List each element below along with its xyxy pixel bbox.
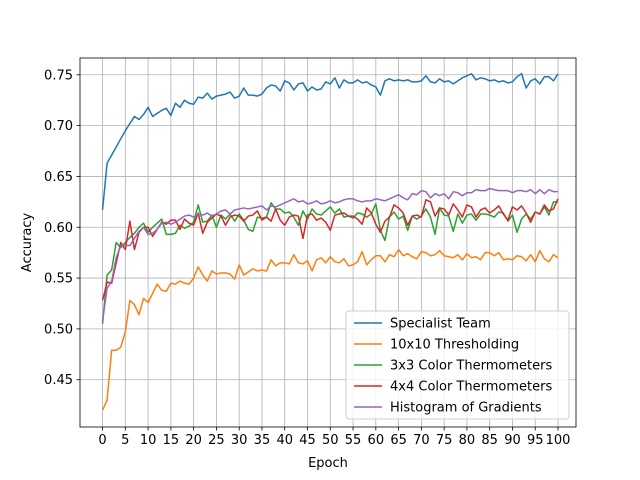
series-line-3 bbox=[101, 201, 559, 324]
x-tick-label: 5 bbox=[121, 433, 129, 448]
x-tick-label: 55 bbox=[345, 433, 362, 448]
x-tick-label: 25 bbox=[208, 433, 225, 448]
x-tick-label: 90 bbox=[504, 433, 521, 448]
series-line-1 bbox=[101, 73, 559, 211]
legend: Specialist Team 10x10 Thresholding 3x3 Col… bbox=[345, 310, 570, 420]
legend-label-4: 4x4 Color Thermometers bbox=[390, 380, 552, 395]
x-tick-label: 45 bbox=[299, 433, 316, 448]
x-tick-label: 65 bbox=[390, 433, 407, 448]
y-ticks: 0.45 0.50 0.55 0.60 0.65 0.70 0.75 bbox=[44, 68, 80, 388]
series-line-2 bbox=[101, 248, 559, 411]
x-ticks: 0 5 10 15 20 25 30 35 40 45 50 55 60 65 70 75 80 85 90 95 10… bbox=[98, 427, 570, 448]
x-tick-label: 15 bbox=[163, 433, 180, 448]
x-tick-label: 95 bbox=[527, 433, 544, 448]
plot-frame bbox=[79, 57, 577, 428]
x-tick-label: 50 bbox=[322, 433, 339, 448]
x-tick-label: 20 bbox=[185, 433, 202, 448]
y-tick-label: 0.60 bbox=[44, 221, 73, 236]
legend-label-2: 10x10 Thresholding bbox=[390, 338, 519, 353]
legend-label-3: 3x3 Color Thermometers bbox=[390, 359, 552, 374]
y-tick-label: 0.55 bbox=[44, 272, 73, 287]
x-tick-label: 80 bbox=[459, 433, 476, 448]
series-line-4 bbox=[101, 198, 559, 301]
x-tick-label: 60 bbox=[368, 433, 385, 448]
x-tick-label: 40 bbox=[276, 433, 293, 448]
y-tick-label: 0.45 bbox=[44, 373, 73, 388]
legend-label-1: Specialist Team bbox=[390, 317, 491, 332]
y-axis-label: Accuracy bbox=[20, 213, 35, 273]
y-tick-label: 0.70 bbox=[44, 119, 73, 134]
x-tick-label: 100 bbox=[546, 433, 571, 448]
x-tick-label: 0 bbox=[98, 433, 106, 448]
legend-label-5: Histogram of Gradients bbox=[390, 401, 542, 416]
y-tick-label: 0.50 bbox=[44, 322, 73, 337]
x-tick-label: 70 bbox=[413, 433, 430, 448]
x-tick-label: 35 bbox=[254, 433, 271, 448]
x-axis-label: Epoch bbox=[308, 456, 348, 471]
x-tick-label: 85 bbox=[481, 433, 498, 448]
series-line-5 bbox=[101, 187, 559, 321]
y-tick-label: 0.75 bbox=[44, 68, 73, 83]
x-tick-label: 10 bbox=[140, 433, 157, 448]
series-lines bbox=[101, 73, 559, 411]
legend-box bbox=[345, 310, 570, 420]
x-tick-label: 30 bbox=[231, 433, 248, 448]
y-tick-label: 0.65 bbox=[44, 170, 73, 185]
x-tick-label: 75 bbox=[436, 433, 453, 448]
